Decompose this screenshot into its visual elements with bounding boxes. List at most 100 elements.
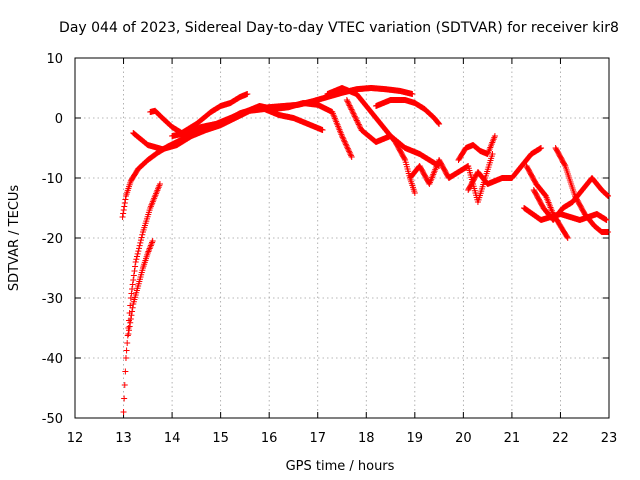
data-point <box>130 272 137 279</box>
y-tick-label: -20 <box>42 232 63 247</box>
data-point <box>128 290 135 297</box>
data-point <box>353 116 360 123</box>
data-point <box>353 117 360 124</box>
data-point <box>131 268 138 274</box>
data-point <box>127 319 134 326</box>
data-point <box>129 281 136 288</box>
data-point <box>121 200 128 206</box>
data-point <box>130 277 137 283</box>
data-point <box>343 142 350 149</box>
x-axis-label: GPS time / hours <box>286 459 395 474</box>
series-track-n <box>530 175 612 223</box>
data-point <box>561 161 568 168</box>
data-point <box>340 137 347 144</box>
x-tick-label: 23 <box>601 431 618 446</box>
data-point <box>126 327 133 334</box>
data-point <box>342 140 349 146</box>
data-point <box>120 207 127 213</box>
data-point <box>129 286 136 292</box>
x-tick-label: 22 <box>552 431 569 446</box>
data-point <box>339 134 346 141</box>
data-point <box>604 192 611 199</box>
data-point <box>345 147 352 153</box>
y-axis-label: SDTVAR / TECUs <box>7 185 22 292</box>
y-tick-label: 10 <box>46 52 63 67</box>
series-track-l <box>465 145 545 193</box>
data-point <box>139 231 146 238</box>
data-point <box>564 233 571 240</box>
data-point <box>355 121 362 128</box>
data-point <box>120 210 127 217</box>
series-track-h <box>343 97 443 169</box>
data-point <box>121 203 128 210</box>
series-track-k <box>455 133 498 163</box>
series-track-i <box>372 97 443 127</box>
data-point <box>132 259 139 265</box>
data-point <box>121 395 128 402</box>
x-tick-label: 13 <box>115 431 132 446</box>
data-point <box>491 133 498 139</box>
y-tick-label: -40 <box>42 352 63 367</box>
data-point <box>346 102 353 109</box>
data-point <box>340 135 347 142</box>
data-point <box>351 112 358 118</box>
chart-title: Day 044 of 2023, Sidereal Day-to-day VTE… <box>59 20 619 36</box>
data-point <box>129 308 136 315</box>
x-tick-label: 15 <box>212 431 229 446</box>
data-points <box>119 85 612 415</box>
data-point <box>342 141 349 148</box>
data-point <box>603 217 610 223</box>
data-point <box>564 235 571 241</box>
data-point <box>135 248 142 255</box>
x-tick-label: 16 <box>261 431 278 446</box>
data-point <box>120 409 127 415</box>
grid <box>75 58 609 418</box>
x-tick-label: 19 <box>407 431 424 446</box>
y-tick-label: 0 <box>55 112 63 127</box>
data-point <box>319 127 326 133</box>
data-point <box>129 304 136 311</box>
series-track-j <box>406 151 496 205</box>
data-point <box>605 229 612 235</box>
data-point <box>137 239 144 246</box>
series-track-c <box>125 238 156 337</box>
data-point <box>436 121 443 127</box>
data-point <box>347 105 354 112</box>
series-track-b <box>120 181 163 415</box>
data-point <box>346 148 353 155</box>
series-track-m <box>523 163 571 241</box>
data-point <box>132 263 139 270</box>
data-point <box>347 151 354 158</box>
data-point <box>124 340 131 346</box>
data-point <box>138 234 145 241</box>
x-tick-label: 14 <box>164 431 181 446</box>
data-point <box>344 98 351 105</box>
data-point <box>124 332 131 339</box>
data-point <box>135 245 142 252</box>
x-tick-label: 21 <box>504 431 521 446</box>
data-point <box>344 145 351 152</box>
data-point <box>351 113 358 120</box>
data-point <box>349 109 356 116</box>
data-point <box>341 138 348 145</box>
y-tick-label: -50 <box>42 412 63 427</box>
data-point <box>344 144 351 151</box>
data-point <box>348 152 355 159</box>
data-point <box>348 106 355 113</box>
data-point <box>409 91 416 97</box>
data-point <box>128 312 135 319</box>
data-point <box>339 133 345 139</box>
data-point <box>133 256 140 263</box>
data-point <box>411 190 418 196</box>
x-tick-label: 20 <box>455 431 472 446</box>
data-point <box>348 154 355 160</box>
y-tick-label: -10 <box>42 172 63 187</box>
x-tick-label: 18 <box>358 431 375 446</box>
data-point <box>127 295 134 301</box>
data-point <box>347 103 354 110</box>
data-point <box>149 238 156 244</box>
data-point <box>119 214 126 220</box>
data-point <box>127 316 134 322</box>
data-point <box>354 118 361 125</box>
